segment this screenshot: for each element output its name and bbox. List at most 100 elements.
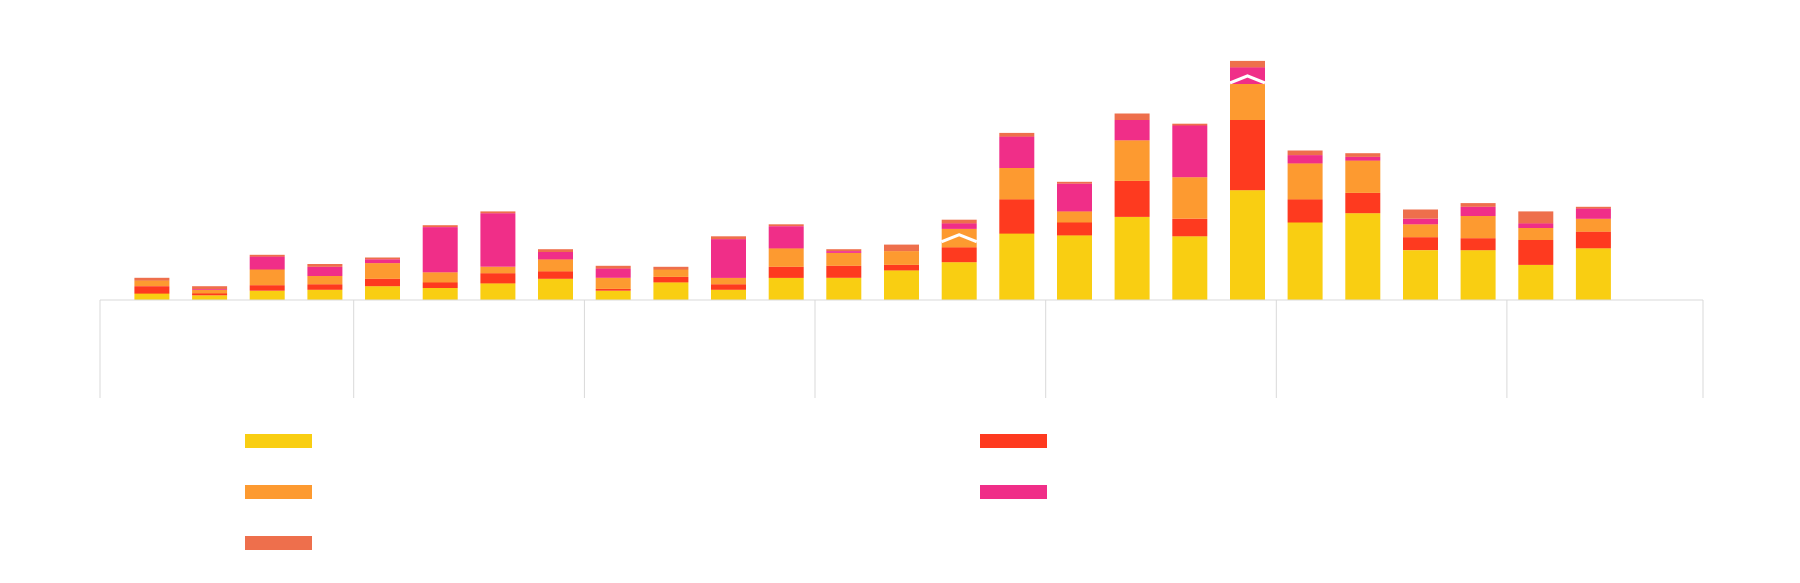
- bar-segment-series-5-23: [1403, 209, 1438, 219]
- bar-segment-series-2-26: [1575, 231, 1611, 249]
- bar-segment-series-1-1: [134, 293, 170, 300]
- bar-segment-series-2-21: [1287, 199, 1323, 223]
- bar-segment-series-5-19: [1172, 123, 1208, 126]
- break-mark-15: [941, 233, 978, 244]
- bar-segment-series-2-18: [1114, 180, 1150, 217]
- bar-segment-series-2-12: [768, 266, 804, 278]
- bar-segment-series-1-14: [884, 270, 919, 300]
- bar-segment-series-3-18: [1114, 140, 1150, 181]
- bar-segment-series-2-4: [307, 284, 343, 290]
- bar-segment-series-4-7: [480, 213, 516, 267]
- bar-segment-series-3-15: [941, 228, 977, 248]
- bar-segment-series-1-4: [307, 289, 343, 300]
- bar-segment-series-2-25: [1518, 240, 1554, 265]
- bar-segment-series-5-3: [249, 254, 285, 257]
- bar-segment-series-1-25: [1518, 264, 1554, 300]
- bar-segment-series-2-8: [538, 271, 573, 279]
- bar-segment-series-2-1: [134, 286, 170, 294]
- bar-segment-series-5-22: [1345, 153, 1381, 157]
- bar-segment-series-1-12: [768, 277, 804, 300]
- bar-segment-series-5-14: [884, 244, 919, 252]
- bar-segment-series-2-6: [422, 282, 458, 288]
- bar-segment-series-5-17: [1057, 181, 1092, 184]
- bar-segment-series-1-21: [1287, 222, 1323, 300]
- bar-segment-series-5-6: [422, 225, 458, 227]
- bar-segment-series-5-10: [653, 266, 689, 270]
- bar-segment-series-2-13: [826, 265, 862, 278]
- legend-swatch-series-1: [245, 434, 312, 448]
- bar-segment-series-2-15: [941, 247, 977, 263]
- legend: [245, 434, 1047, 550]
- bar-segment-series-4-23: [1403, 218, 1438, 225]
- bar-segment-series-3-14: [884, 251, 919, 265]
- bar-segment-series-5-1: [134, 277, 170, 281]
- bar-segment-series-4-2: [192, 288, 228, 290]
- bar-segment-series-3-26: [1575, 218, 1611, 232]
- bar-segment-series-4-5: [365, 259, 400, 264]
- legend-swatch-series-3: [245, 485, 312, 499]
- bar-segment-series-2-5: [365, 278, 400, 287]
- bar-segment-series-5-2: [192, 286, 228, 289]
- bar-segment-series-3-24: [1460, 216, 1496, 239]
- bar-segment-series-2-9: [595, 288, 631, 291]
- bar-segment-series-4-6: [422, 227, 458, 273]
- bar-segment-series-1-18: [1114, 216, 1150, 300]
- bar-segment-series-5-15: [941, 219, 977, 224]
- bar-segment-series-5-16: [999, 132, 1035, 137]
- bar-segment-series-3-22: [1345, 160, 1381, 193]
- bar-segment-series-4-13: [826, 251, 862, 253]
- bar-segment-series-3-4: [307, 276, 343, 285]
- bar-segment-series-1-17: [1057, 235, 1092, 300]
- bar-segment-series-3-16: [999, 168, 1035, 200]
- bar-segment-series-5-8: [538, 249, 573, 252]
- bar-segment-series-3-10: [653, 269, 689, 277]
- bar-segment-series-4-4: [307, 266, 343, 276]
- bar-segment-series-4-21: [1287, 155, 1323, 164]
- bar-segment-series-5-9: [595, 265, 631, 269]
- bar-segment-series-5-7: [480, 211, 516, 214]
- bar-segment-series-1-24: [1460, 250, 1496, 300]
- bar-segment-series-3-2: [192, 289, 228, 294]
- bar-segment-series-4-9: [595, 268, 631, 278]
- bar-segment-series-3-20: [1230, 84, 1265, 120]
- bar-segment-series-5-25: [1518, 211, 1554, 224]
- bar-segment-series-4-22: [1345, 156, 1381, 161]
- bar-segment-series-1-20: [1230, 190, 1265, 300]
- bar-segment-series-1-16: [999, 233, 1035, 300]
- bar-segment-series-4-12: [768, 226, 804, 249]
- bar-segment-series-3-21: [1287, 163, 1323, 200]
- bar-segment-series-1-9: [595, 290, 631, 300]
- bar-segment-series-2-3: [249, 285, 285, 291]
- bar-segment-series-2-19: [1172, 218, 1208, 237]
- bar-segment-series-3-8: [538, 259, 573, 272]
- bar-segment-series-1-23: [1403, 250, 1438, 300]
- category-group-dividers: [99, 300, 1704, 398]
- bar-segment-series-1-8: [538, 278, 573, 300]
- bar-segment-series-3-5: [365, 263, 400, 279]
- bar-segment-series-1-7: [480, 283, 516, 300]
- bar-segment-series-3-13: [826, 252, 862, 266]
- bar-segment-series-3-3: [249, 269, 285, 286]
- bar-segment-series-2-17: [1057, 222, 1092, 236]
- bar-segment-series-5-4: [307, 264, 343, 267]
- bar-segment-series-5-12: [768, 224, 804, 227]
- bar-segment-series-1-5: [365, 286, 400, 300]
- bar-segment-series-4-19: [1172, 125, 1208, 178]
- bar-segment-series-2-16: [999, 199, 1035, 234]
- bar-segment-series-2-11: [711, 284, 746, 290]
- bar-segment-series-1-11: [711, 289, 746, 300]
- bar-segment-series-4-16: [999, 136, 1035, 168]
- bars-layer: [134, 60, 1611, 300]
- break-mark-20: [1229, 74, 1266, 85]
- bar-segment-series-1-19: [1172, 236, 1208, 300]
- bar-segment-series-5-24: [1460, 203, 1496, 207]
- bar-segment-series-5-18: [1114, 113, 1150, 120]
- bar-segment-series-5-20: [1230, 60, 1265, 68]
- bar-segment-series-3-12: [768, 248, 804, 267]
- bar-segment-series-2-10: [653, 276, 689, 283]
- bar-segment-series-2-14: [884, 264, 919, 271]
- bar-segment-series-2-7: [480, 273, 516, 284]
- bar-segment-series-1-10: [653, 282, 689, 300]
- bar-segment-series-5-5: [365, 257, 400, 260]
- bar-segment-series-4-25: [1518, 223, 1554, 228]
